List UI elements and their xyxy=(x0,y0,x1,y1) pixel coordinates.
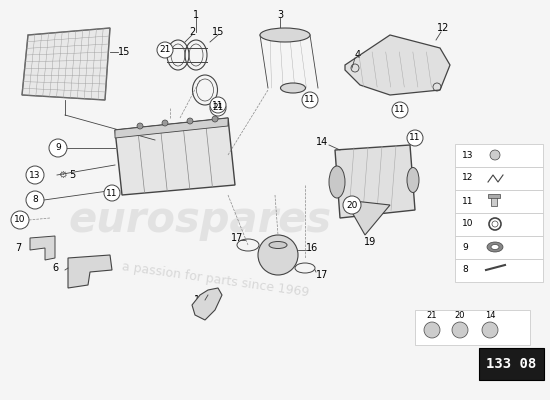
Text: 21: 21 xyxy=(212,104,224,112)
Text: ⚙: ⚙ xyxy=(58,170,67,180)
Circle shape xyxy=(492,221,498,227)
Text: 14: 14 xyxy=(316,137,328,147)
Text: 133 08: 133 08 xyxy=(486,357,537,371)
Circle shape xyxy=(392,102,408,118)
Circle shape xyxy=(210,97,226,113)
Text: 21: 21 xyxy=(427,310,437,320)
Circle shape xyxy=(490,150,500,160)
Polygon shape xyxy=(68,255,112,288)
Text: 19: 19 xyxy=(364,237,376,247)
Text: 11: 11 xyxy=(409,134,421,142)
Polygon shape xyxy=(345,35,450,95)
Circle shape xyxy=(137,123,143,129)
Text: 15: 15 xyxy=(118,47,130,57)
Bar xyxy=(455,166,543,190)
Text: 14: 14 xyxy=(485,310,495,320)
Bar xyxy=(491,196,497,206)
Ellipse shape xyxy=(329,166,345,198)
Circle shape xyxy=(26,191,44,209)
Polygon shape xyxy=(192,288,222,320)
Text: 21: 21 xyxy=(160,46,170,54)
Text: 3: 3 xyxy=(277,10,283,20)
Text: 11: 11 xyxy=(394,106,406,114)
Text: 15: 15 xyxy=(212,27,224,37)
Polygon shape xyxy=(345,200,390,235)
Polygon shape xyxy=(22,28,110,100)
Text: 9: 9 xyxy=(462,242,468,252)
Circle shape xyxy=(187,118,193,124)
Bar xyxy=(455,236,543,258)
Text: 17: 17 xyxy=(231,233,243,243)
Text: 9: 9 xyxy=(55,144,61,152)
Text: 20: 20 xyxy=(346,200,358,210)
Circle shape xyxy=(49,139,67,157)
Text: 10: 10 xyxy=(14,216,26,224)
Text: eurospares: eurospares xyxy=(68,199,332,241)
Ellipse shape xyxy=(269,242,287,248)
Circle shape xyxy=(212,116,218,122)
Circle shape xyxy=(157,42,173,58)
Ellipse shape xyxy=(407,168,419,192)
Text: 13: 13 xyxy=(29,170,41,180)
Bar xyxy=(455,144,543,166)
Text: 16: 16 xyxy=(306,243,318,253)
Text: 4: 4 xyxy=(355,50,361,60)
Text: 8: 8 xyxy=(462,266,468,274)
Circle shape xyxy=(452,322,468,338)
Ellipse shape xyxy=(280,83,305,93)
Text: 11: 11 xyxy=(304,96,316,104)
Ellipse shape xyxy=(487,242,503,252)
Ellipse shape xyxy=(491,244,499,250)
Polygon shape xyxy=(335,145,415,218)
Circle shape xyxy=(343,196,361,214)
Polygon shape xyxy=(115,118,228,138)
Circle shape xyxy=(104,185,120,201)
Circle shape xyxy=(407,130,423,146)
Circle shape xyxy=(302,92,318,108)
Circle shape xyxy=(26,166,44,184)
Bar xyxy=(455,258,543,282)
Circle shape xyxy=(424,322,440,338)
Circle shape xyxy=(258,235,298,275)
Bar xyxy=(479,348,544,380)
Text: 11: 11 xyxy=(462,196,474,206)
Polygon shape xyxy=(30,236,55,260)
Text: 11: 11 xyxy=(212,100,224,110)
Ellipse shape xyxy=(260,28,310,42)
Circle shape xyxy=(162,120,168,126)
Circle shape xyxy=(482,322,498,338)
Text: a passion for parts since 1969: a passion for parts since 1969 xyxy=(120,260,310,300)
Polygon shape xyxy=(115,118,235,195)
Circle shape xyxy=(210,100,226,116)
Text: 10: 10 xyxy=(462,220,474,228)
Bar xyxy=(455,190,543,212)
Circle shape xyxy=(11,211,29,229)
Text: 13: 13 xyxy=(462,150,474,160)
Text: 18: 18 xyxy=(194,295,206,305)
Bar xyxy=(415,310,530,345)
Text: 6: 6 xyxy=(52,263,58,273)
Text: 17: 17 xyxy=(316,270,328,280)
Text: 12: 12 xyxy=(462,174,474,182)
Text: 2: 2 xyxy=(189,27,195,37)
Bar xyxy=(455,212,543,236)
Text: 8: 8 xyxy=(32,196,38,204)
Text: 20: 20 xyxy=(455,310,465,320)
Text: 5: 5 xyxy=(69,170,75,180)
Text: 12: 12 xyxy=(437,23,449,33)
Text: 11: 11 xyxy=(106,188,118,198)
Bar xyxy=(488,194,500,198)
Text: 1: 1 xyxy=(193,10,199,20)
Text: 7: 7 xyxy=(15,243,21,253)
